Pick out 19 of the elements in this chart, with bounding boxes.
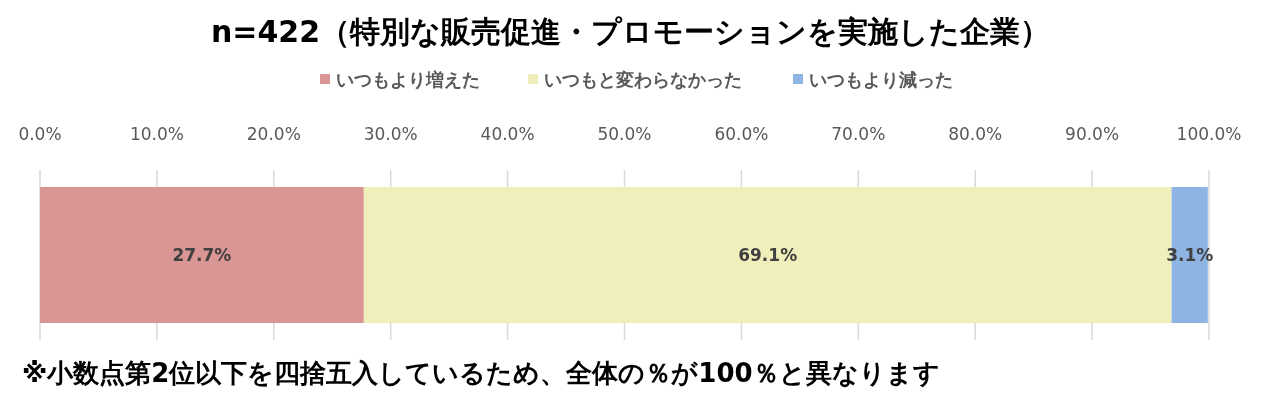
x-tick-label: 0.0% bbox=[18, 124, 62, 144]
x-tick-label: 40.0% bbox=[480, 124, 535, 144]
legend-label: いつもと変わらなかった bbox=[544, 69, 742, 90]
data-label: 69.1% bbox=[738, 245, 798, 265]
legend-label: いつもより増えた bbox=[336, 69, 480, 90]
bar bbox=[40, 187, 364, 323]
text: ※小数点第2位以下を四捨五入しているため、全体の％が100％と異なります bbox=[22, 358, 940, 388]
chart-title: n=422（特別な販売促進・プロモーションを実施した企業） bbox=[210, 14, 1051, 49]
x-tick-label: 30.0% bbox=[363, 124, 418, 144]
x-tick-label: 80.0% bbox=[948, 124, 1003, 144]
x-tick-label: 10.0% bbox=[129, 124, 184, 144]
data-label: 27.7% bbox=[172, 245, 232, 265]
legend-label: いつもより減った bbox=[809, 69, 953, 90]
x-tick-label: 60.0% bbox=[714, 124, 769, 144]
x-tick-label: 50.0% bbox=[597, 124, 652, 144]
x-tick-label: 100.0% bbox=[1176, 124, 1242, 144]
x-tick-label: 90.0% bbox=[1065, 124, 1120, 144]
x-tick-label: 70.0% bbox=[831, 124, 886, 144]
x-tick-label: 20.0% bbox=[246, 124, 301, 144]
